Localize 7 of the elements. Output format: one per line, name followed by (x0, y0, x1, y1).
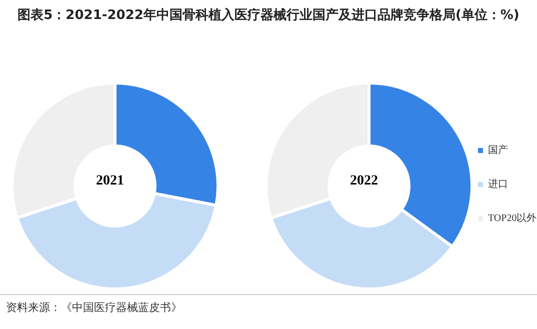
chart-title: 图表5：2021-2022年中国骨科植入医疗器械行业国产及进口品牌竞争格局(单位：%) (16, 6, 520, 25)
text: 2021 (96, 174, 124, 188)
legend-label: 国产 (488, 144, 508, 157)
text: 2022 (350, 174, 378, 188)
legend-label: TOP20以外 (488, 212, 537, 225)
text: 资料来源：《中国医疗器械蓝皮书》 (6, 300, 182, 315)
legend-label: 进口 (488, 178, 508, 191)
